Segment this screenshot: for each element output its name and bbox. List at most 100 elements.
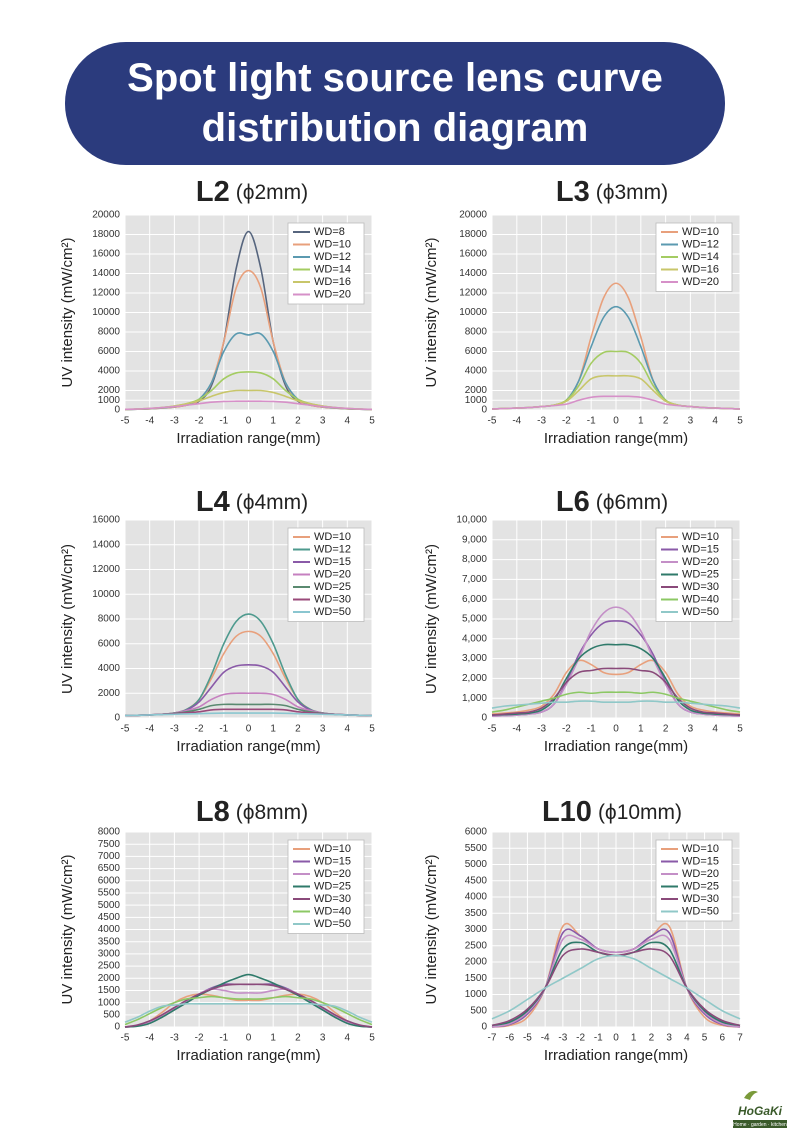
title-main: L4 <box>196 486 230 518</box>
y-tick-label: 18000 <box>92 229 120 240</box>
x-tick-label: 3 <box>688 724 694 735</box>
y-tick-label: 6000 <box>98 346 121 357</box>
y-tick-label: 2000 <box>465 385 488 396</box>
legend-label: WD=50 <box>682 905 719 917</box>
series-line <box>491 395 741 410</box>
legend-box <box>287 222 365 305</box>
x-axis-label: Irradiation range(mm) <box>544 430 688 447</box>
y-tick-label: 8000 <box>98 827 121 838</box>
y-tick-label: 16000 <box>92 249 120 260</box>
x-tick-label: -2 <box>195 1033 204 1044</box>
y-tick-label: 14000 <box>92 268 120 279</box>
x-tick-label: -4 <box>145 416 154 427</box>
y-tick-label: 4500 <box>98 912 121 923</box>
x-axis-label: Irradiation range(mm) <box>176 738 320 755</box>
legend-label: WD=50 <box>314 606 351 618</box>
x-tick-label: -2 <box>562 724 571 735</box>
y-tick-label: 1000 <box>465 989 488 1000</box>
y-tick-label: 0 <box>114 405 120 416</box>
title-sub: (ϕ3mm) <box>596 181 668 204</box>
legend-label: WD=14 <box>314 263 351 275</box>
x-tick-label: -4 <box>145 724 154 735</box>
x-tick-label: 0 <box>246 1033 252 1044</box>
y-tick-label: 5,000 <box>462 614 487 625</box>
y-tick-label: 1500 <box>98 985 121 996</box>
chart-title: L3 (ϕ3mm) <box>556 176 668 208</box>
y-tick-label: 1000 <box>465 395 488 406</box>
y-tick-label: 4000 <box>98 663 121 674</box>
x-tick-label: 0 <box>246 416 252 427</box>
title-main: L3 <box>556 176 590 208</box>
x-tick-label: -5 <box>523 1033 532 1044</box>
y-axis-label: UV intensity (mW/cm²) <box>423 237 440 387</box>
x-tick-label: 1 <box>270 416 276 427</box>
x-tick-label: 0 <box>246 724 252 735</box>
logo-leaf <box>744 1090 758 1100</box>
x-tick-label: 1 <box>270 724 276 735</box>
title-sub: (ϕ6mm) <box>596 491 668 514</box>
title-main: L8 <box>196 796 230 828</box>
x-tick-label: 2 <box>663 724 669 735</box>
chart: L4 (ϕ4mm) 0 2000 4000 6000 8000 10000 12000 14000… <box>59 486 375 755</box>
x-tick-label: -5 <box>488 416 497 427</box>
x-tick-label: 3 <box>320 1033 326 1044</box>
x-tick-label: 4 <box>684 1033 690 1044</box>
x-tick-label: -3 <box>170 724 179 735</box>
legend-label: WD=15 <box>314 556 351 568</box>
series-line <box>491 643 741 716</box>
x-tick-label: 4 <box>345 724 351 735</box>
x-tick-label: 5 <box>369 1033 375 1044</box>
y-tick-label: 16000 <box>459 249 487 260</box>
y-tick-label: 2000 <box>98 688 121 699</box>
y-tick-label: 0 <box>114 713 120 724</box>
legend-label: WD=20 <box>314 288 351 300</box>
legend-label: WD=25 <box>682 880 719 892</box>
series-line <box>124 983 373 1028</box>
x-tick-label: -5 <box>488 724 497 735</box>
y-tick-label: 10000 <box>92 307 120 318</box>
y-tick-label: 10,000 <box>456 515 487 526</box>
legend-label: WD=20 <box>682 276 719 288</box>
legend-label: WD=40 <box>682 593 719 605</box>
title-main: L10 <box>542 796 592 828</box>
y-tick-label: 4000 <box>465 366 488 377</box>
logo: HoGaKi Home · garden · kitchen <box>733 1090 787 1128</box>
legend-label: WD=50 <box>682 606 719 618</box>
legend-label: WD=10 <box>682 226 719 238</box>
legend-label: WD=10 <box>314 531 351 543</box>
x-tick-label: 3 <box>666 1033 672 1044</box>
legend-label: WD=30 <box>314 593 351 605</box>
y-tick-label: 14000 <box>459 268 487 279</box>
legend-box <box>655 839 733 922</box>
y-tick-label: 5500 <box>465 843 488 854</box>
x-tick-label: 5 <box>702 1033 708 1044</box>
y-tick-label: 4000 <box>465 892 488 903</box>
y-tick-label: 0 <box>114 1022 120 1033</box>
series-line <box>491 606 741 717</box>
logo-name: HoGaKi <box>738 1104 783 1118</box>
x-tick-label: 1 <box>638 724 644 735</box>
legend-label: WD=12 <box>314 251 351 263</box>
x-tick-label: 4 <box>345 1033 351 1044</box>
x-tick-label: -1 <box>587 724 596 735</box>
y-tick-label: 0 <box>481 1022 487 1033</box>
y-axis-label: UV intensity (mW/cm²) <box>423 854 440 1004</box>
x-tick-label: 4 <box>345 416 351 427</box>
x-tick-label: 5 <box>737 724 743 735</box>
y-tick-label: 18000 <box>459 229 487 240</box>
x-tick-label: -5 <box>121 724 130 735</box>
y-tick-label: 500 <box>103 1009 120 1020</box>
x-tick-label: -3 <box>170 416 179 427</box>
x-tick-label: -1 <box>219 1033 228 1044</box>
series-line <box>491 954 741 1020</box>
y-tick-label: 7,000 <box>462 574 487 585</box>
y-tick-label: 4000 <box>98 924 121 935</box>
series-line <box>491 667 741 716</box>
y-tick-label: 7500 <box>98 839 121 850</box>
x-tick-label: -4 <box>541 1033 550 1044</box>
y-tick-label: 5000 <box>465 859 488 870</box>
x-tick-label: -7 <box>488 1033 497 1044</box>
legend-label: WD=30 <box>314 893 351 905</box>
chart: L10 (ϕ10mm)050010001500200025003000350040… <box>423 796 743 1064</box>
x-axis-label: Irradiation range(mm) <box>544 1047 688 1064</box>
